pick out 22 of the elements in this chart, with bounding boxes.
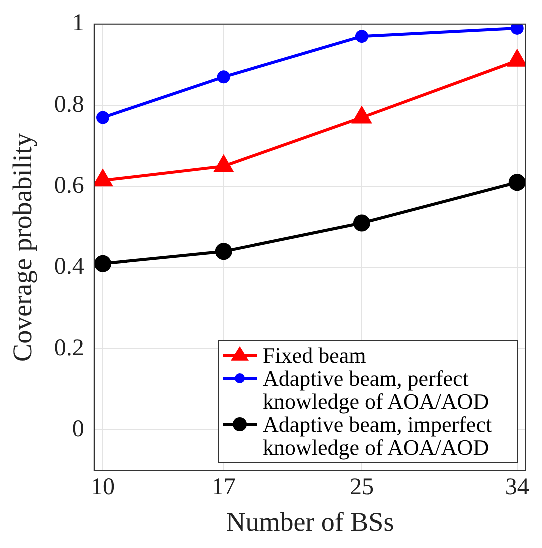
y-tick-label: 0.8: [54, 92, 84, 118]
point: [96, 111, 110, 124]
y-tick-label: 0.4: [54, 254, 84, 280]
x-tick-label: 17: [212, 474, 236, 500]
point: [215, 243, 232, 260]
point: [353, 214, 370, 232]
point: [355, 30, 368, 44]
x-axis-title: Number of BSs: [226, 506, 394, 537]
y-tick-label: 0.6: [54, 173, 84, 200]
y-tick-label: 0.2: [54, 335, 84, 362]
point: [217, 70, 230, 84]
x-tick-label: 34: [505, 474, 530, 500]
x-tick-label: 10: [91, 474, 116, 500]
legend-label: Fixed beam: [263, 342, 366, 368]
y-tick-label: 1: [72, 10, 84, 37]
point: [508, 174, 526, 192]
y-axis-title: Coverage probability: [7, 132, 38, 362]
point: [510, 24, 524, 35]
legend-label: Adaptive beam, perfect knowledge of AOA/AOD: [263, 366, 490, 414]
y-tick-label: 0: [72, 416, 84, 443]
point: [94, 255, 112, 272]
x-tick-label: 25: [350, 474, 374, 500]
